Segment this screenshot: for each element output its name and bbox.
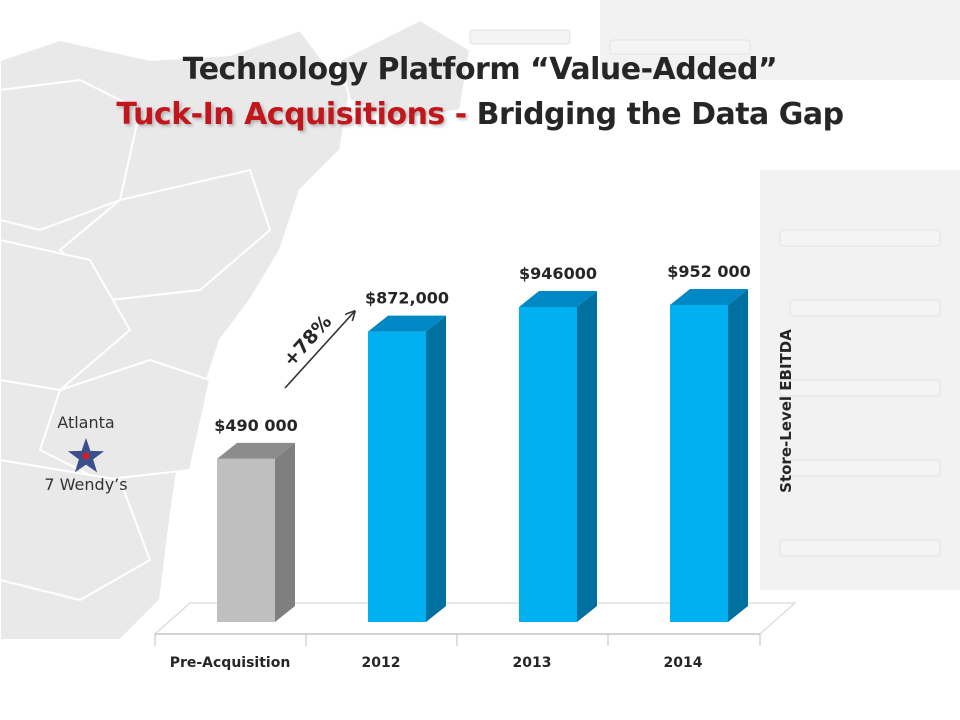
- growth-arrow: +78%: [279, 311, 354, 389]
- title-line-1: Technology Platform “Value-Added”: [0, 52, 960, 87]
- bar-top: [217, 442, 295, 459]
- data-labels: $490 000 $872,000 $946000 $952 000: [214, 262, 751, 435]
- bar: [368, 315, 446, 622]
- bar-top: [519, 290, 597, 307]
- data-label: $490 000: [214, 416, 298, 435]
- x-tick-label: Pre-Acquisition: [170, 655, 291, 671]
- y-axis-label: Store-Level EBITDA: [777, 329, 795, 493]
- city-label: Atlanta: [57, 413, 114, 432]
- title-accent: Tuck-In Acquisitions -: [116, 97, 467, 132]
- star-icon-center: [82, 452, 90, 460]
- x-tick-label: 2012: [362, 655, 401, 671]
- data-label: $952 000: [667, 262, 751, 281]
- title-line-2: Tuck-In Acquisitions - Bridging the Data…: [0, 97, 960, 132]
- x-tick-label: 2013: [513, 655, 552, 671]
- bar-side: [577, 290, 597, 622]
- title-main: Technology Platform “Value-Added”: [182, 52, 778, 87]
- bar-top: [368, 315, 446, 332]
- bar-front: [519, 306, 577, 622]
- bar-side: [275, 442, 295, 622]
- star-icon: [68, 438, 104, 473]
- bar: [670, 288, 748, 622]
- store-count-label: 7 Wendy’s: [44, 475, 127, 494]
- title-subtitle: Bridging the Data Gap: [466, 97, 844, 132]
- growth-arrow-line: [284, 312, 354, 389]
- bar-front: [217, 458, 275, 622]
- bar-series: [217, 288, 748, 622]
- atlanta-annotation: Atlanta 7 Wendy’s: [44, 413, 127, 494]
- bar-top: [670, 288, 748, 305]
- bar-front: [368, 331, 426, 622]
- data-label: $872,000: [365, 289, 449, 308]
- x-tick-label: 2014: [664, 655, 703, 671]
- bar-side: [728, 288, 748, 622]
- bar: [217, 442, 295, 622]
- data-label: $946000: [519, 264, 597, 283]
- chart-floor: [153, 602, 797, 646]
- bar-side: [426, 315, 446, 622]
- x-tick-labels: Pre-Acquisition 2012 2013 2014: [170, 655, 703, 671]
- bar: [519, 290, 597, 622]
- bar-front: [670, 304, 728, 622]
